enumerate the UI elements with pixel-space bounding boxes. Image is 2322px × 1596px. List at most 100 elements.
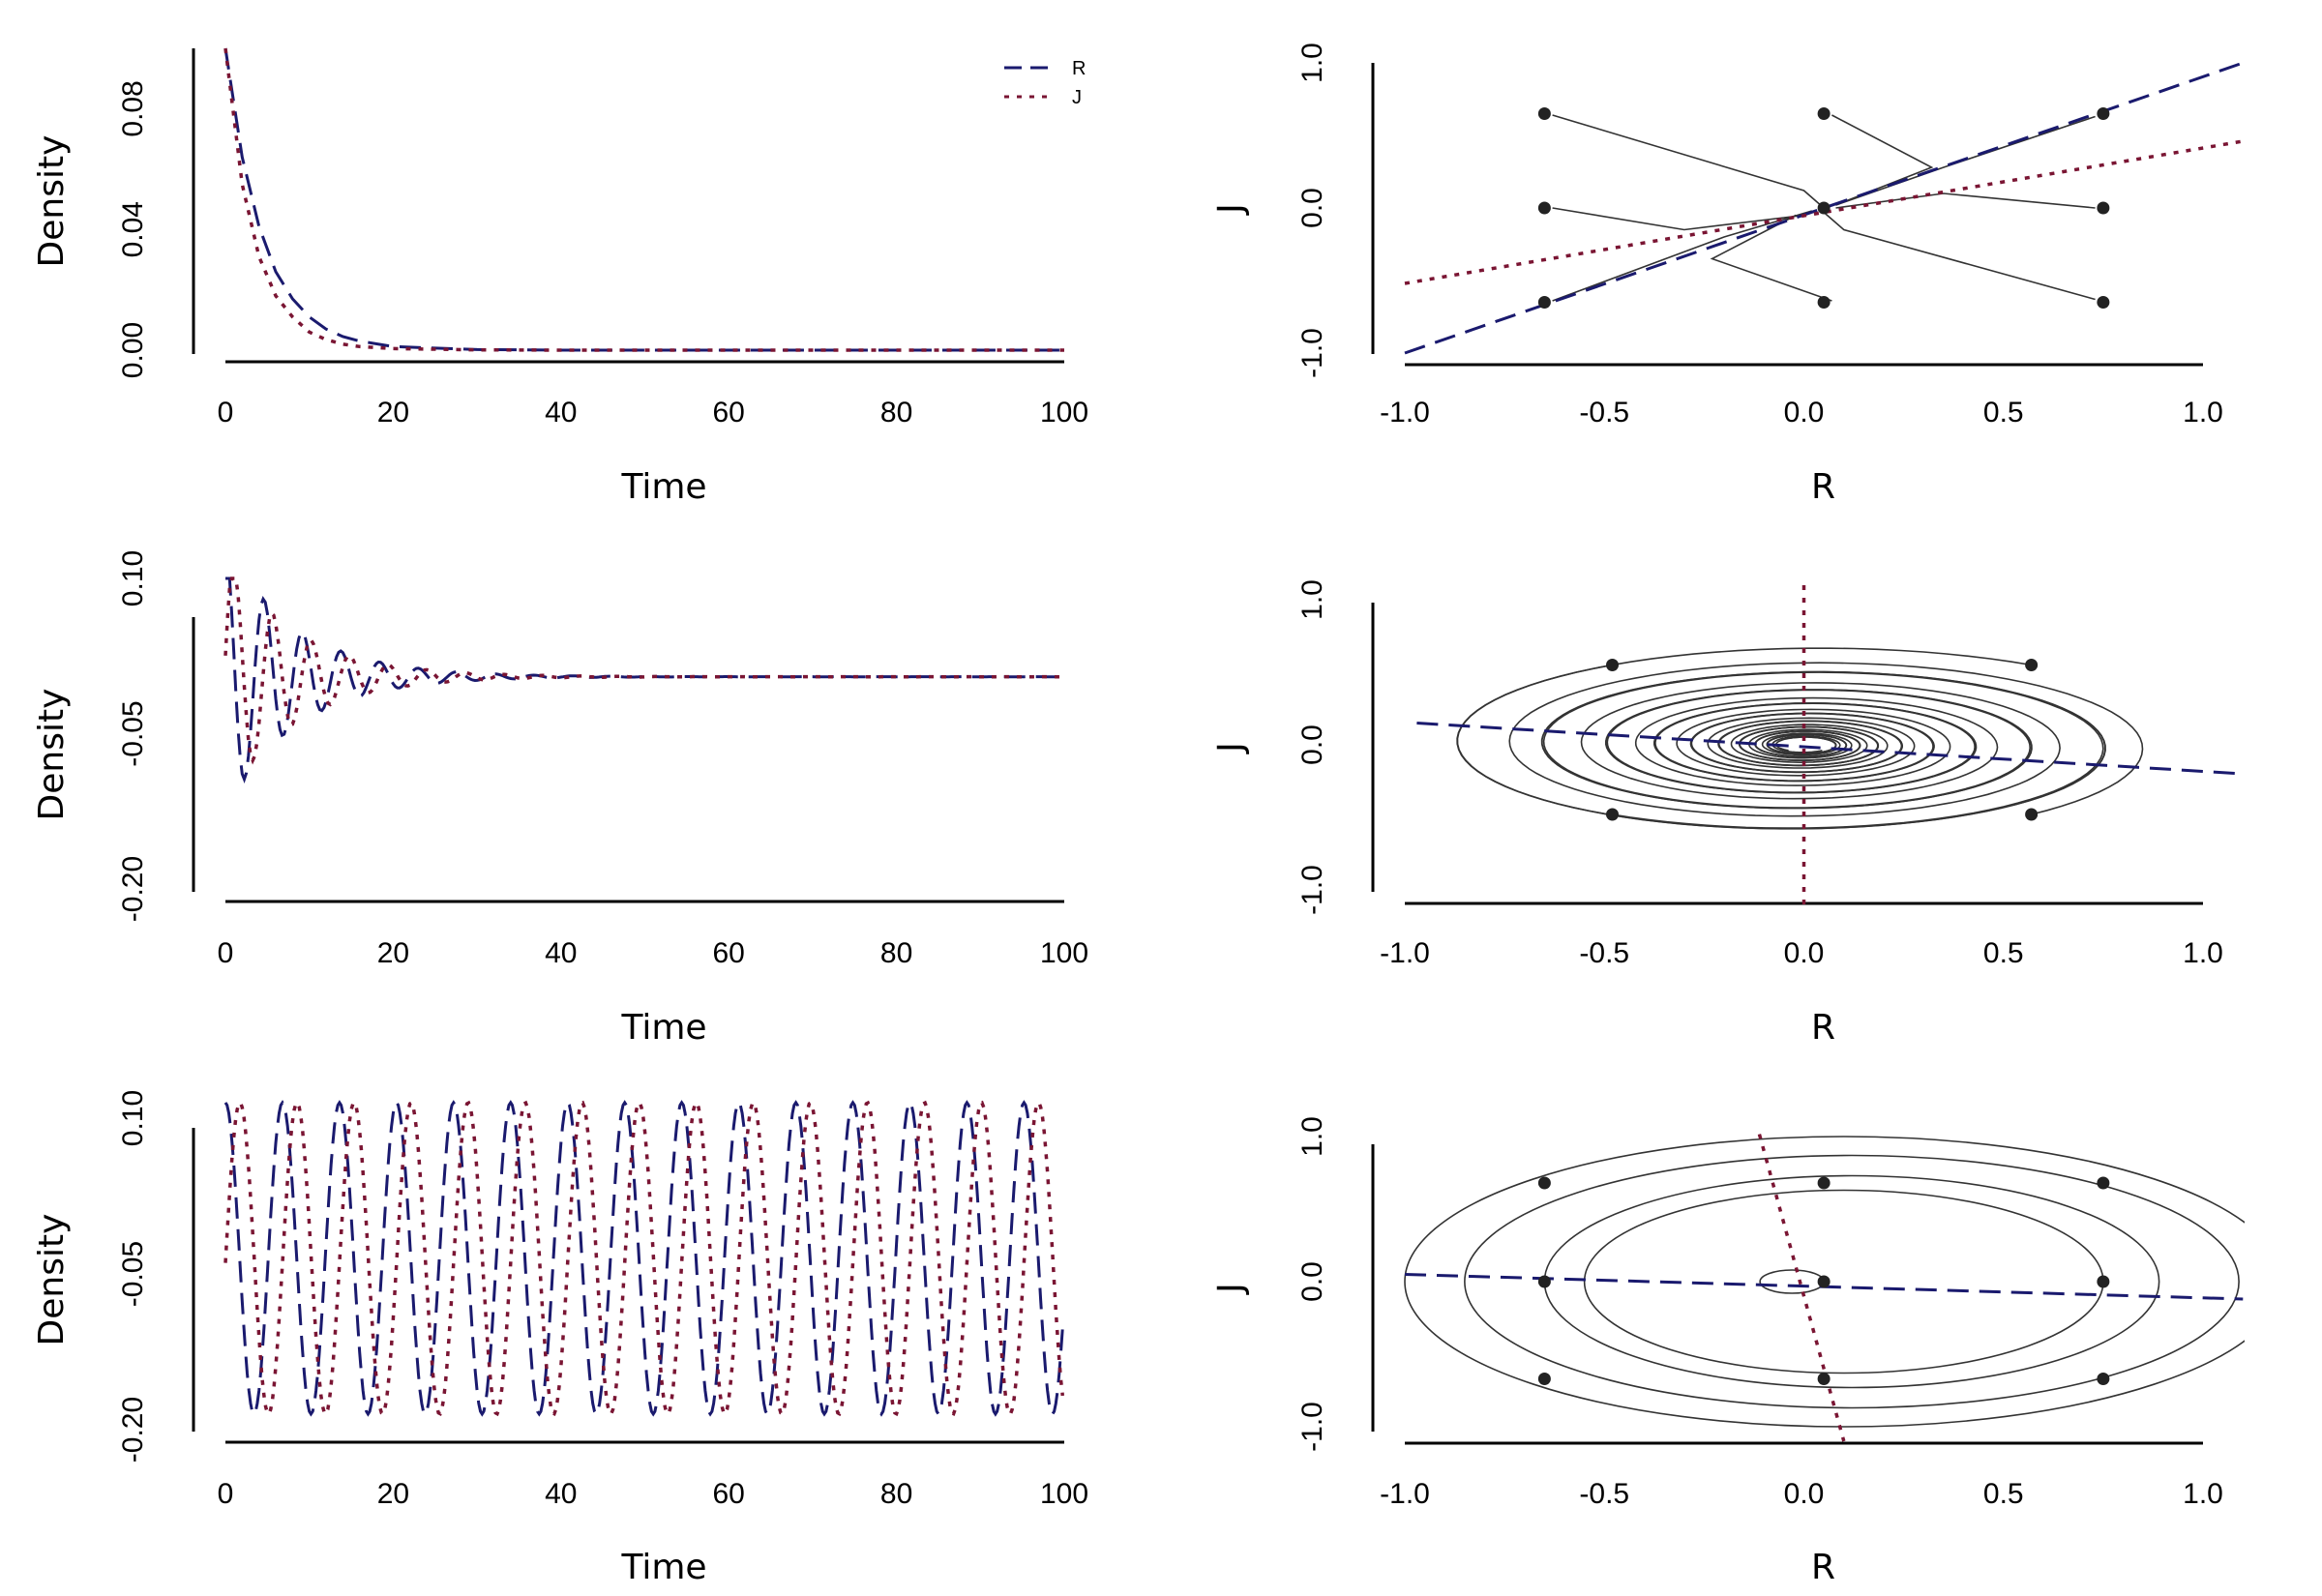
trajectory <box>1552 114 1825 209</box>
trajectory <box>1542 671 2104 829</box>
trajectory <box>1835 192 2096 209</box>
y-tick-label: -1.0 <box>1296 1402 1328 1452</box>
start-point <box>1817 296 1831 309</box>
x-tick-label: 0 <box>218 937 234 969</box>
x-tick-label: 100 <box>1040 397 1088 429</box>
x-axis-label: Time <box>620 1548 706 1587</box>
series-j-line <box>1756 1132 1846 1442</box>
x-tick-label: 1.0 <box>2183 937 2223 969</box>
y-tick-label: 0.00 <box>117 322 149 378</box>
start-point <box>2097 201 2110 215</box>
start-point <box>1817 1373 1831 1385</box>
plot-area-5 <box>1404 1132 2245 1442</box>
x-tick-label: 20 <box>377 397 409 429</box>
axes-3: -1.0 -0.5 0.0 0.5 1.0 -1.0 0.0 1.0 R J <box>1211 579 2223 1048</box>
start-point <box>1817 1176 1831 1190</box>
x-tick-label: 40 <box>545 1478 577 1510</box>
start-point <box>2097 296 2110 309</box>
trajectory <box>1508 662 2144 817</box>
trajectory <box>1552 210 1813 302</box>
y-tick-label: 0.08 <box>117 80 149 136</box>
series-r-line <box>225 576 1064 784</box>
y-tick-label: 1.0 <box>1296 1116 1328 1157</box>
x-axis-label: Time <box>620 467 706 507</box>
x-tick-label: 40 <box>545 937 577 969</box>
axes-0: 0 20 40 60 80 100 0.00 0.04 0.08 Time Density <box>32 48 1088 507</box>
x-tick-label: 0.5 <box>1983 937 2024 969</box>
y-tick-label: 0.0 <box>1296 1261 1328 1302</box>
start-point <box>2025 659 2039 671</box>
y-axis-label: Density <box>32 1214 72 1346</box>
series-j-line <box>1404 139 2244 285</box>
trajectory <box>1831 114 1934 206</box>
orbit <box>1464 1154 2240 1409</box>
start-point <box>1817 201 1831 215</box>
plot-area-0 <box>223 47 1064 352</box>
x-tick-label: 20 <box>377 937 409 969</box>
y-axis-label: J <box>1211 1283 1251 1295</box>
start-point <box>1537 1176 1551 1190</box>
x-tick-label: 0.5 <box>1983 1478 2024 1510</box>
orbit <box>1404 1136 2245 1428</box>
x-tick-label: -1.0 <box>1380 1478 1430 1510</box>
y-tick-label: 0.0 <box>1296 188 1328 228</box>
x-axis-label: Time <box>620 1008 706 1048</box>
axes-1: -1.0 -0.5 0.0 0.5 1.0 -1.0 0.0 1.0 R J <box>1211 43 2223 507</box>
x-tick-label: -0.5 <box>1579 937 1629 969</box>
x-tick-label: 80 <box>880 937 912 969</box>
start-point <box>2097 1373 2110 1385</box>
x-tick-label: 20 <box>377 1478 409 1510</box>
y-axis-label: J <box>1211 742 1251 754</box>
series-r-line <box>223 1100 1064 1417</box>
y-tick-label: -1.0 <box>1296 865 1328 915</box>
x-tick-label: 0 <box>218 397 234 429</box>
series-j-line <box>223 47 1064 352</box>
y-tick-label: 0.04 <box>117 201 149 257</box>
x-tick-label: -1.0 <box>1380 937 1430 969</box>
axes-2: 0 20 40 60 80 100 -0.20 -0.05 0.10 Time Density <box>32 550 1088 1048</box>
plot-area-3 <box>1416 585 2244 904</box>
x-axis-label: R <box>1811 1008 1835 1048</box>
start-point <box>2097 1275 2110 1288</box>
x-tick-label: 1.0 <box>2183 1478 2223 1510</box>
y-axis-label: J <box>1211 203 1251 216</box>
y-tick-label: -1.0 <box>1296 328 1328 378</box>
series-r-line <box>223 47 1064 352</box>
plot-area-2 <box>223 576 1064 784</box>
start-point <box>1537 107 1551 120</box>
x-tick-label: 0.0 <box>1784 397 1825 429</box>
y-tick-label: -0.20 <box>117 856 149 922</box>
x-tick-label: 60 <box>713 397 745 429</box>
start-point <box>1537 296 1551 309</box>
y-tick-label: -0.20 <box>117 1397 149 1463</box>
x-axis-label: R <box>1811 467 1835 507</box>
x-tick-label: 60 <box>713 937 745 969</box>
start-point <box>2025 808 2039 821</box>
plot-area-1 <box>1404 61 2244 355</box>
x-tick-label: 100 <box>1040 1478 1088 1510</box>
x-tick-label: 80 <box>880 397 912 429</box>
x-tick-label: 0 <box>218 1478 234 1510</box>
plot-area-4 <box>223 1100 1065 1417</box>
y-tick-label: 0.10 <box>117 1090 149 1146</box>
series-j-line <box>223 1100 1065 1417</box>
start-point <box>1537 201 1551 215</box>
y-tick-label: 0.10 <box>117 550 149 606</box>
x-tick-label: 0.5 <box>1983 397 2024 429</box>
y-axis-label: Density <box>32 689 72 821</box>
start-point <box>1537 1275 1551 1288</box>
trajectory <box>1552 207 1804 231</box>
x-tick-label: -1.0 <box>1380 397 1430 429</box>
legend-label-j: J <box>1072 87 1082 108</box>
orbit <box>1759 1269 1825 1294</box>
y-tick-label: 1.0 <box>1296 43 1328 83</box>
x-axis-label: R <box>1811 1548 1835 1587</box>
x-tick-label: 1.0 <box>2183 397 2223 429</box>
x-tick-label: 60 <box>713 1478 745 1510</box>
axes-4: 0 20 40 60 80 100 -0.20 -0.05 0.10 Time Density <box>32 1090 1088 1587</box>
start-point <box>1606 659 1619 671</box>
legend-label-r: R <box>1072 58 1086 79</box>
start-point <box>1817 107 1831 120</box>
trajectory <box>1823 211 2096 301</box>
